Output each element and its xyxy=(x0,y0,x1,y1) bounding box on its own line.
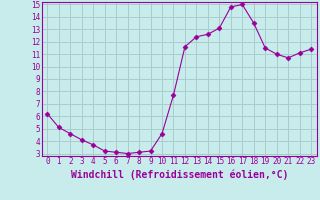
X-axis label: Windchill (Refroidissement éolien,°C): Windchill (Refroidissement éolien,°C) xyxy=(70,169,288,180)
